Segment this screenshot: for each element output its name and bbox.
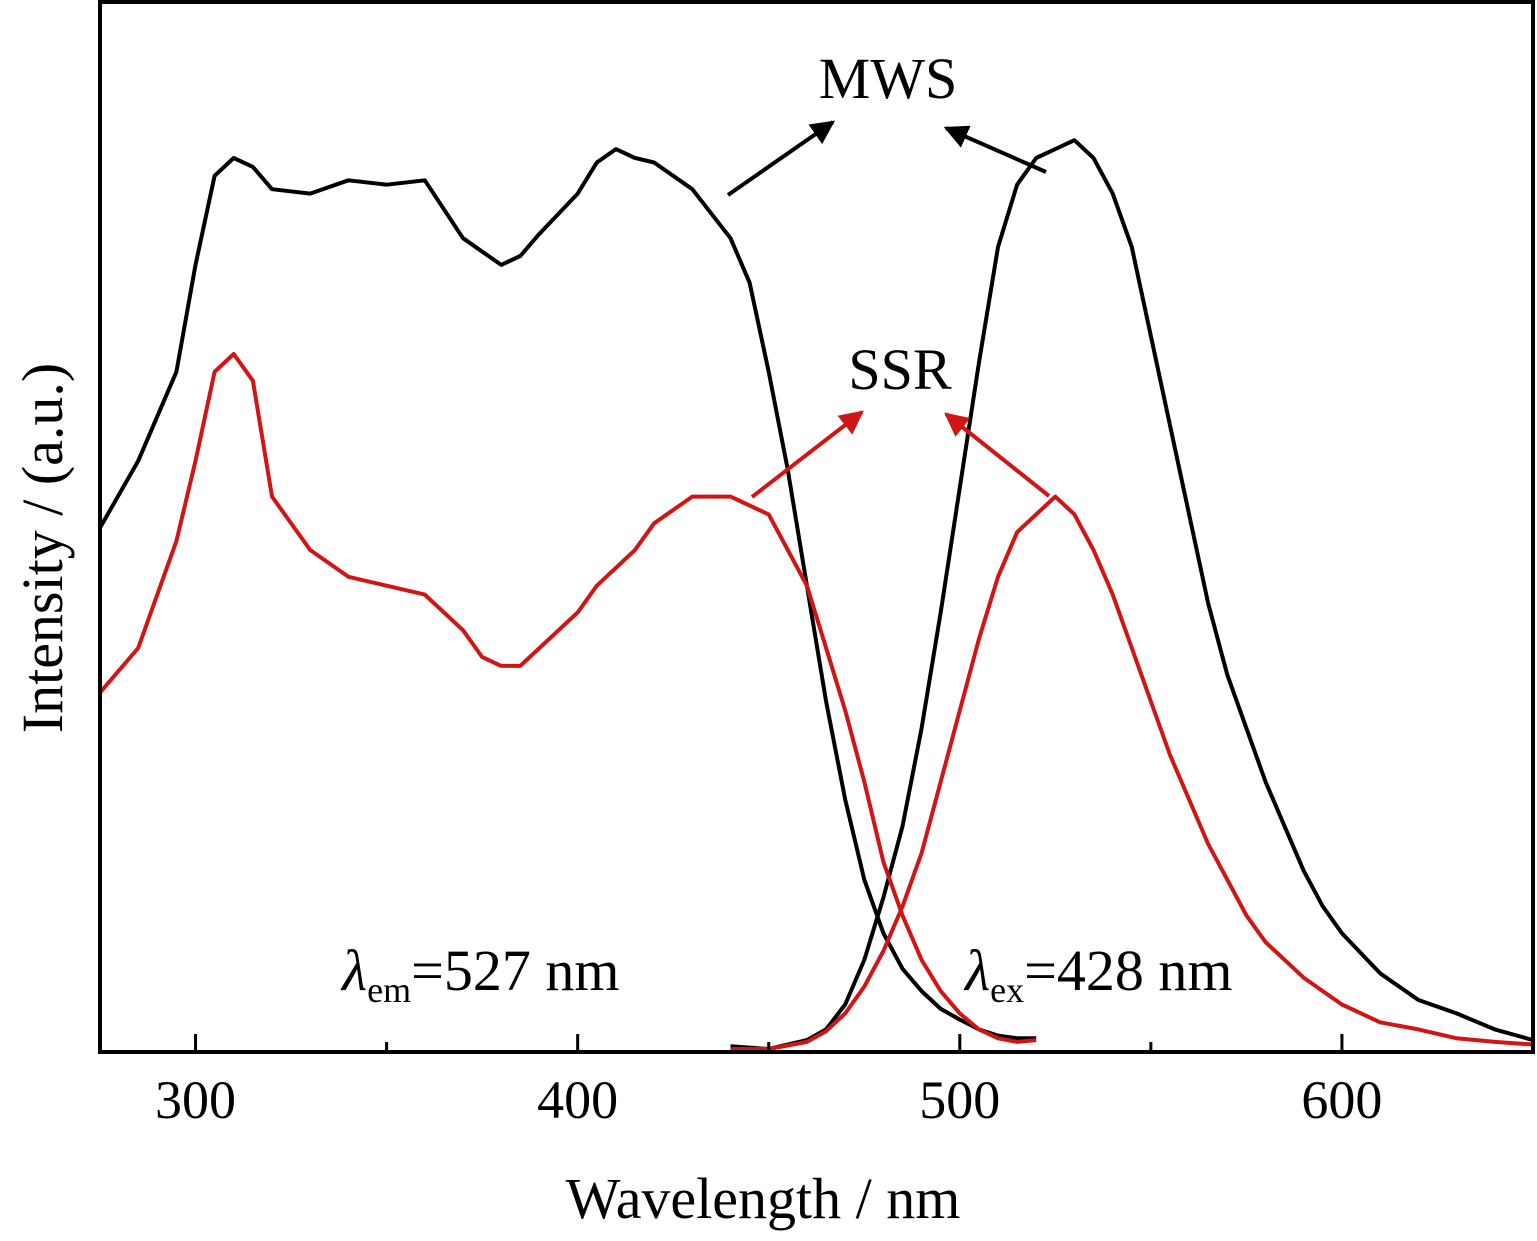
x-tick-label: 500 bbox=[919, 1070, 1000, 1130]
x-ticks: 300 400 500 600 bbox=[155, 1034, 1382, 1130]
ssr-arrow-left bbox=[750, 410, 864, 499]
series-line-mws-emission bbox=[730, 138, 1533, 1051]
arrows bbox=[726, 120, 1051, 499]
x-tick-label: 300 bbox=[155, 1070, 236, 1130]
ex-annotation: λex=428 nm bbox=[963, 938, 1232, 1010]
series-line-mws-excitation bbox=[100, 147, 1037, 1041]
series-layer bbox=[100, 138, 1533, 1051]
em-annotation: λem=527 nm bbox=[340, 938, 619, 1010]
x-axis-title: Wavelength / nm bbox=[566, 1166, 961, 1231]
plot-frame bbox=[98, 0, 1535, 1054]
series-line-ssr-emission bbox=[730, 494, 1533, 1051]
x-tick-label: 600 bbox=[1301, 1070, 1382, 1130]
ssr-arrow-right bbox=[944, 412, 1051, 498]
ex-value: =428 nm bbox=[1024, 938, 1232, 1003]
em-value: =527 nm bbox=[411, 938, 619, 1003]
mws-arrow-right bbox=[943, 125, 1047, 174]
ex-subscript: ex bbox=[990, 970, 1024, 1010]
ex-symbol: λ bbox=[963, 938, 990, 1003]
ssr-label: SSR bbox=[848, 337, 952, 402]
mws-arrow-left bbox=[726, 120, 835, 197]
y-axis-title: Intensity / (a.u.) bbox=[10, 363, 75, 733]
x-tick-label: 400 bbox=[537, 1070, 618, 1130]
series-line-ssr-excitation bbox=[100, 352, 1037, 1044]
em-subscript: em bbox=[367, 970, 411, 1010]
mws-label: MWS bbox=[819, 46, 958, 111]
em-symbol: λ bbox=[340, 938, 367, 1003]
